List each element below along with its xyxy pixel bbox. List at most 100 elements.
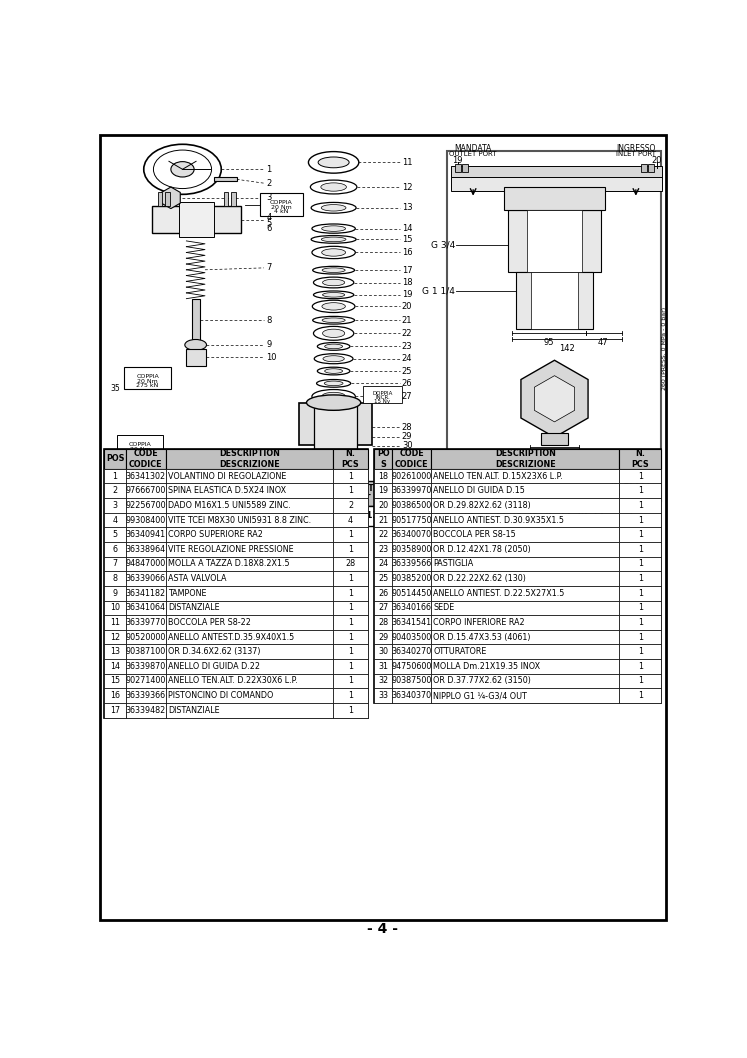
Text: OR D.37.77X2.62 (3150): OR D.37.77X2.62 (3150) <box>433 676 531 686</box>
Text: VOLANTINO DI REGOLAZIONE: VOLANTINO DI REGOLAZIONE <box>168 472 287 480</box>
Ellipse shape <box>317 380 350 387</box>
Text: 33: 33 <box>378 691 388 700</box>
Bar <box>125 542 166 557</box>
Text: 19: 19 <box>378 487 388 495</box>
Ellipse shape <box>322 303 345 310</box>
Text: N.
PCS: N. PCS <box>631 450 649 469</box>
Ellipse shape <box>306 395 361 411</box>
Bar <box>333 601 368 615</box>
Bar <box>431 513 619 527</box>
Text: 29: 29 <box>378 633 388 641</box>
Bar <box>431 659 619 674</box>
Bar <box>136 460 163 482</box>
Text: BOCCOLA PER S8-15: BOCCOLA PER S8-15 <box>433 530 516 540</box>
Text: TAMPONE: TAMPONE <box>168 588 207 598</box>
Polygon shape <box>161 187 180 208</box>
Text: 35: 35 <box>105 454 115 462</box>
Bar <box>619 484 661 498</box>
Bar <box>166 527 333 542</box>
Text: - 4 -: - 4 - <box>367 923 398 936</box>
Text: 26: 26 <box>402 379 412 388</box>
Ellipse shape <box>128 464 143 478</box>
Bar <box>431 542 619 557</box>
Text: 1: 1 <box>113 472 117 480</box>
Text: G 1 1/4: G 1 1/4 <box>422 287 456 295</box>
Bar <box>602 481 659 506</box>
Bar <box>125 513 166 527</box>
Text: 20: 20 <box>651 156 662 165</box>
Text: KIT N.
KIT NO.: KIT N. KIT NO. <box>356 484 390 504</box>
Bar <box>166 469 333 484</box>
Text: INCR.: INCR. <box>375 395 390 400</box>
Bar <box>214 177 237 181</box>
Text: 10: 10 <box>266 352 276 362</box>
Bar <box>105 703 125 717</box>
Bar <box>105 542 125 557</box>
Text: 23: 23 <box>402 342 412 351</box>
Text: 85: 85 <box>549 452 560 461</box>
Bar <box>166 586 333 601</box>
Bar <box>192 298 199 341</box>
Text: 12: 12 <box>402 183 412 191</box>
Text: 2: 2 <box>348 500 353 510</box>
Text: 3: 3 <box>266 194 272 202</box>
Text: 1: 1 <box>348 633 353 641</box>
Bar <box>125 586 166 601</box>
Text: 1: 1 <box>638 487 643 495</box>
Ellipse shape <box>310 180 357 194</box>
Text: 30: 30 <box>152 473 162 481</box>
Text: 35: 35 <box>111 384 120 394</box>
Bar <box>333 513 368 527</box>
Text: DISTANZIALE: DISTANZIALE <box>168 603 220 613</box>
Ellipse shape <box>143 144 221 195</box>
Bar <box>431 484 619 498</box>
Bar <box>374 557 392 571</box>
Bar <box>431 527 619 542</box>
Text: 26: 26 <box>378 588 388 598</box>
Bar <box>392 557 431 571</box>
Text: 30: 30 <box>378 647 388 656</box>
Bar <box>166 557 333 571</box>
Bar <box>105 601 125 615</box>
Text: MANDATA: MANDATA <box>454 144 492 153</box>
Text: POSIZIONI
POSITION: POSIZIONI POSITION <box>476 484 523 504</box>
Text: 90387100: 90387100 <box>125 647 166 656</box>
Bar <box>374 498 392 513</box>
Ellipse shape <box>323 292 344 297</box>
Text: 1: 1 <box>638 633 643 641</box>
Bar <box>392 630 431 644</box>
Bar <box>374 527 392 542</box>
Text: 4 kN: 4 kN <box>273 209 288 214</box>
Bar <box>619 659 661 674</box>
Text: 1: 1 <box>638 603 643 613</box>
Bar <box>392 469 431 484</box>
Bar <box>333 689 368 703</box>
Ellipse shape <box>238 466 259 476</box>
Bar <box>527 211 582 272</box>
Bar <box>223 193 229 206</box>
Text: 32: 32 <box>378 676 388 686</box>
Bar <box>333 542 368 557</box>
Bar <box>166 659 333 674</box>
Ellipse shape <box>314 326 354 341</box>
Text: 1: 1 <box>348 662 353 671</box>
Text: 1: 1 <box>638 500 643 510</box>
Bar <box>392 601 431 615</box>
Bar <box>374 469 392 484</box>
Bar <box>105 449 125 469</box>
Text: 90271400: 90271400 <box>125 676 166 686</box>
Bar <box>158 193 162 206</box>
Bar <box>374 689 392 703</box>
Ellipse shape <box>312 247 356 258</box>
Bar <box>374 586 392 601</box>
Bar <box>165 193 170 206</box>
Bar <box>374 513 392 527</box>
Bar <box>392 542 431 557</box>
Text: 25: 25 <box>402 366 412 376</box>
Bar <box>333 571 368 586</box>
Bar <box>166 449 333 469</box>
Ellipse shape <box>325 369 343 373</box>
Bar <box>166 498 333 513</box>
Text: 92256700: 92256700 <box>125 500 166 510</box>
Bar <box>125 527 166 542</box>
